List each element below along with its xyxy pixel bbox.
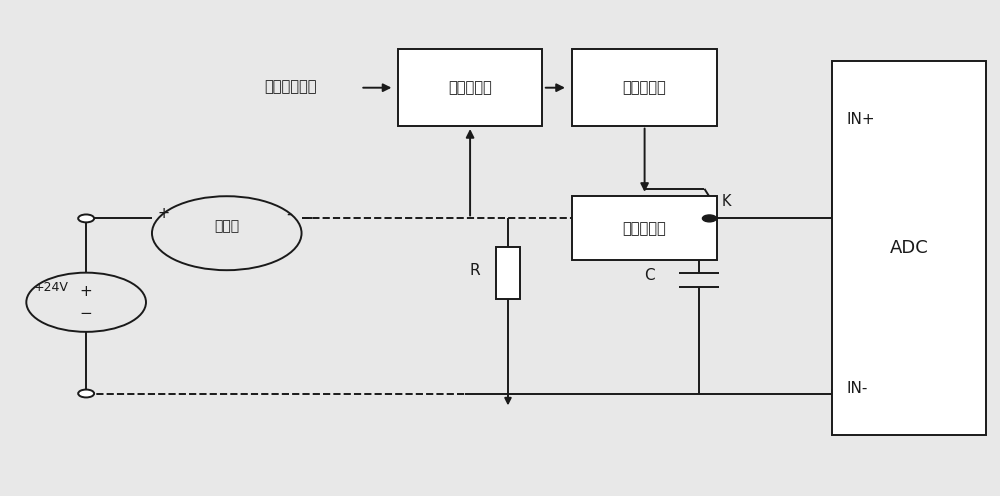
- Text: +: +: [158, 206, 170, 221]
- Text: IN-: IN-: [846, 381, 867, 396]
- Bar: [572, 196, 717, 260]
- Text: -: -: [287, 204, 293, 223]
- Text: R: R: [469, 263, 480, 278]
- Text: +: +: [80, 284, 93, 299]
- Text: ADC: ADC: [889, 239, 928, 257]
- Bar: [832, 61, 986, 435]
- Text: C: C: [644, 268, 655, 283]
- Text: 继电器线包: 继电器线包: [623, 221, 666, 236]
- Text: 安全电压基准: 安全电压基准: [264, 79, 317, 94]
- Text: 变送器: 变送器: [214, 219, 239, 233]
- Text: 过电压比较: 过电压比较: [448, 80, 492, 95]
- Circle shape: [78, 389, 94, 397]
- Circle shape: [702, 215, 716, 222]
- Text: 继电器驱动: 继电器驱动: [623, 80, 666, 95]
- Bar: [496, 247, 520, 299]
- Text: K: K: [721, 193, 731, 209]
- Bar: [398, 50, 542, 126]
- Text: +24V: +24V: [33, 281, 68, 294]
- Circle shape: [78, 214, 94, 222]
- Text: IN+: IN+: [846, 112, 875, 127]
- Bar: [572, 50, 717, 126]
- Text: −: −: [80, 306, 93, 320]
